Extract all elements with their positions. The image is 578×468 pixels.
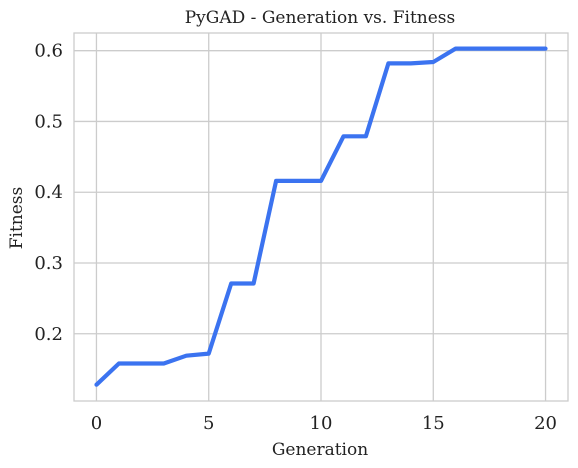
y-axis-label: Fitness — [7, 187, 27, 250]
grid — [74, 33, 568, 401]
plot-frame — [73, 32, 569, 402]
x-tick-label: 20 — [534, 413, 557, 434]
x-tick-labels: 0 5 10 15 20 — [91, 413, 557, 434]
plot-border — [73, 32, 569, 402]
y-tick-label: 0.3 — [34, 253, 63, 274]
y-tick-label: 0.2 — [34, 324, 63, 345]
y-tick-label: 0.4 — [34, 182, 63, 203]
y-tick-label: 0.6 — [34, 41, 63, 62]
chart-title: PyGAD - Generation vs. Fitness — [185, 8, 456, 28]
x-tick-label: 0 — [91, 413, 102, 434]
y-tick-label: 0.5 — [34, 111, 63, 132]
x-tick-label: 10 — [310, 413, 333, 434]
x-tick-label: 5 — [203, 413, 214, 434]
y-tick-labels: 0.2 0.3 0.4 0.5 0.6 — [34, 41, 63, 345]
series-layer — [94, 46, 548, 387]
x-tick-label: 15 — [422, 413, 445, 434]
x-axis-label: Generation — [272, 440, 368, 460]
